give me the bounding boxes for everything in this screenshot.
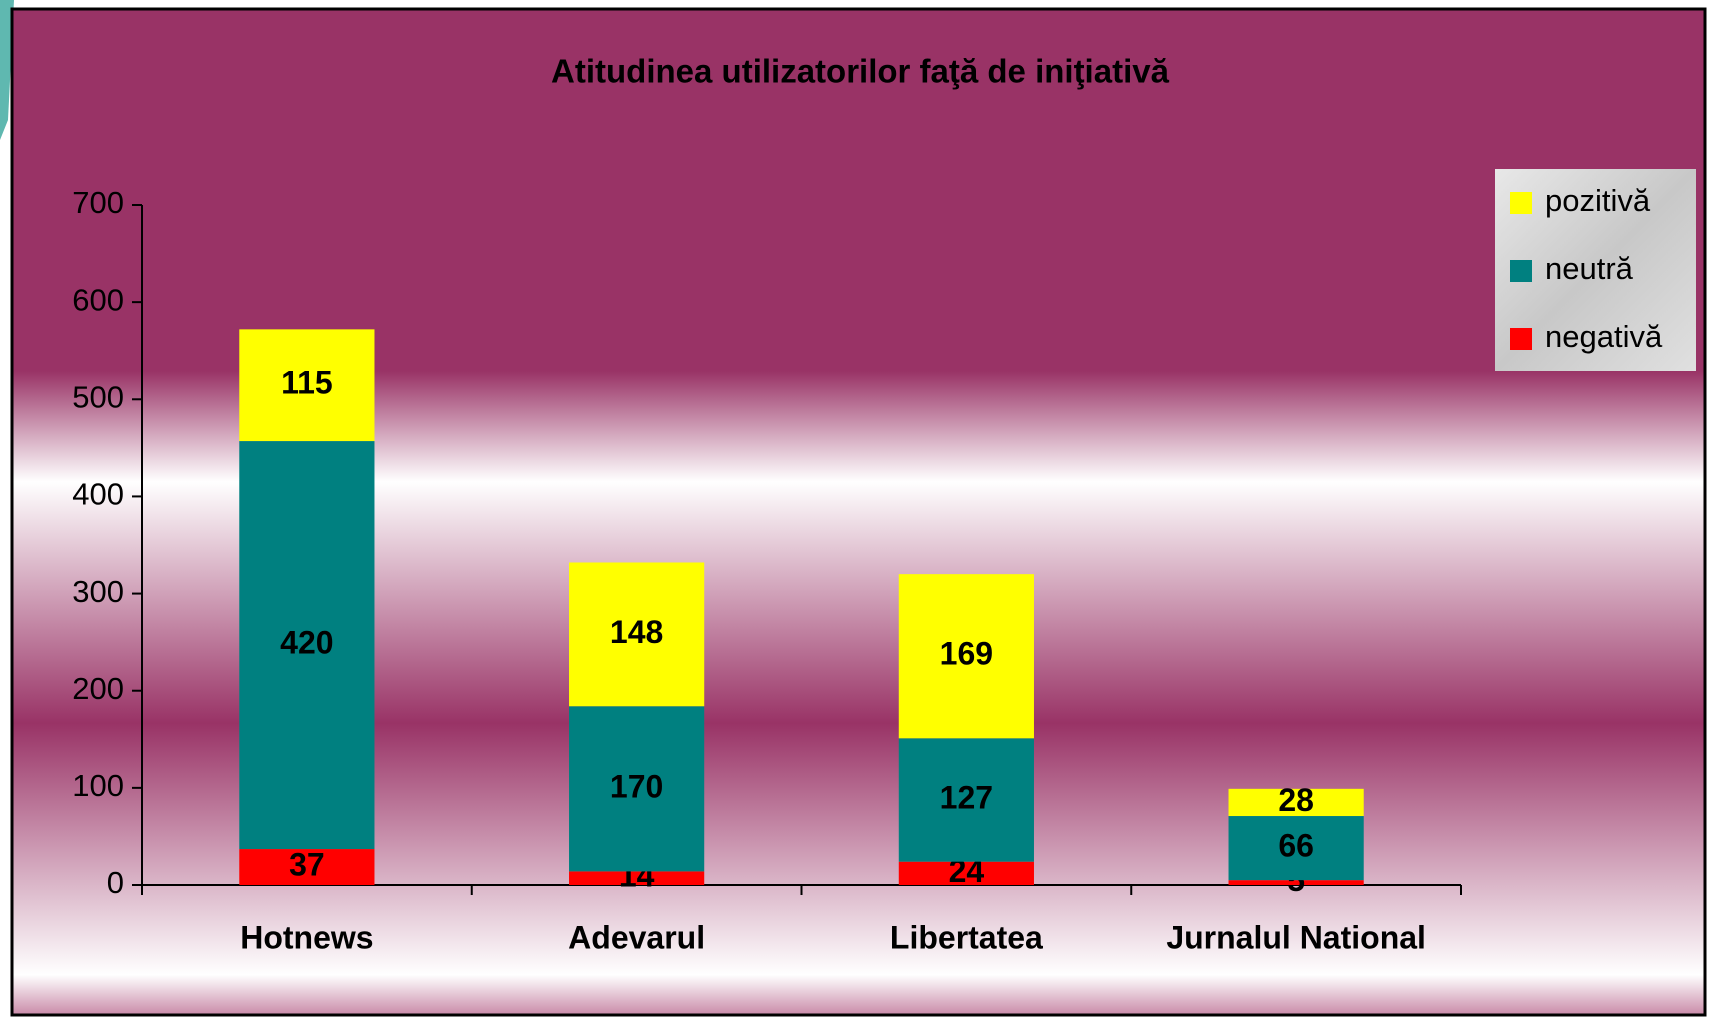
y-tick-label: 0 [107,865,124,900]
bar-segment [898,738,1034,862]
data-label: 115 [281,365,333,401]
data-label: 66 [1278,828,1314,864]
y-tick-label: 600 [72,282,124,317]
legend-swatch [1510,260,1532,282]
data-label: 28 [1278,782,1314,818]
legend-swatch [1510,192,1532,214]
x-tick-label: Libertatea [890,919,1043,955]
y-tick-label: 300 [72,574,124,609]
bar-segment [569,562,705,707]
legend-swatch [1510,328,1532,350]
data-label: 169 [940,636,993,672]
y-tick-label: 100 [72,768,124,803]
data-label: 420 [280,625,333,661]
x-tick-label: Jurnalul National [1166,919,1426,955]
y-tick-label: 500 [72,379,124,414]
legend-label: neutră [1545,251,1634,286]
data-label: 37 [289,846,325,882]
chart-title: Atitudinea utilizatorilor faţă de iniţia… [551,53,1170,90]
legend-label: pozitivă [1545,183,1651,218]
bar-segment [898,574,1034,739]
bar-segment [1228,816,1364,881]
data-label: 127 [940,779,993,815]
bar-segment [239,441,375,850]
bar-segment [1228,788,1364,817]
bar-segment [569,706,705,872]
bar-segment [239,329,375,442]
data-label: 170 [610,768,663,804]
x-tick-label: Adevarul [568,919,705,955]
bar-segment [1228,880,1364,885]
bar-segment [569,871,705,885]
data-label: 148 [610,614,663,650]
y-tick-label: 700 [72,185,124,220]
y-tick-label: 200 [72,671,124,706]
bar-segment [239,849,375,885]
legend-label: negativă [1545,319,1663,354]
x-tick-label: Hotnews [240,919,373,955]
bar-segment [898,861,1034,885]
y-tick-label: 400 [72,477,124,512]
